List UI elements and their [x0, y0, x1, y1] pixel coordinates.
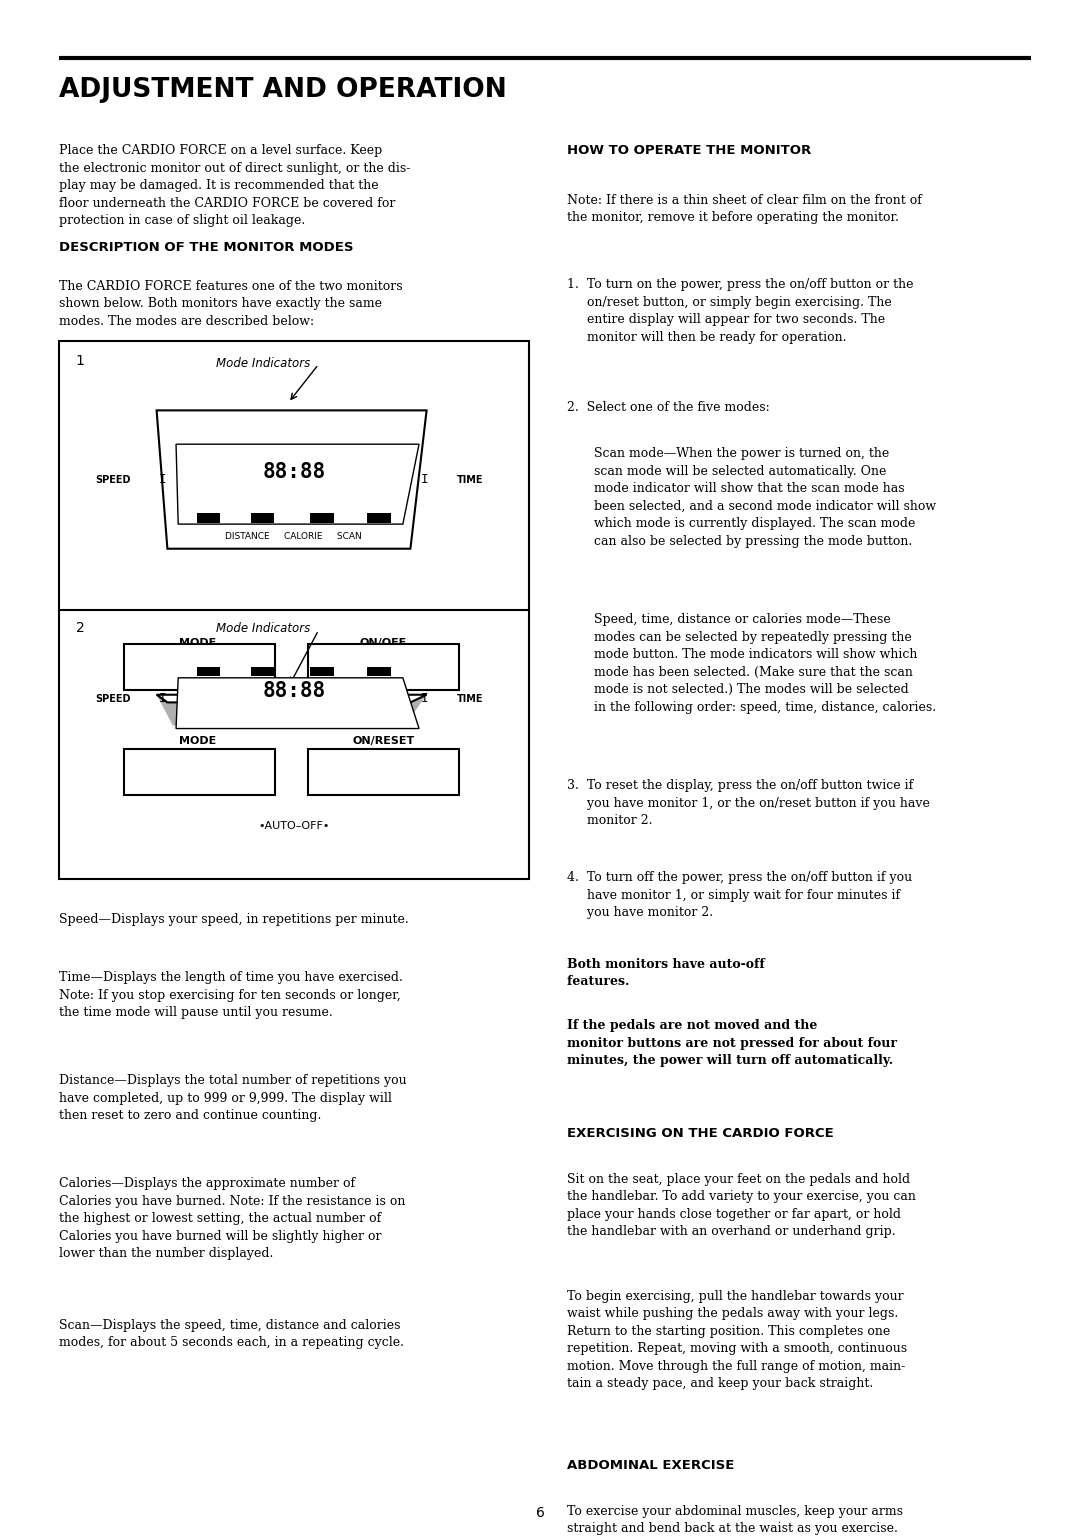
Text: 2.  Select one of the five modes:: 2. Select one of the five modes: [567, 401, 770, 413]
Text: DISTANCE     CALORIE     SCAN: DISTANCE CALORIE SCAN [226, 532, 362, 541]
Bar [367, 667, 391, 676]
Bar [197, 667, 220, 676]
Text: To exercise your abdominal muscles, keep your arms
straight and bend back at the: To exercise your abdominal muscles, keep… [567, 1505, 903, 1537]
Text: Both monitors have auto-off
features.: Both monitors have auto-off features. [567, 958, 765, 988]
Text: ABDOMINAL EXERCISE: ABDOMINAL EXERCISE [567, 1459, 734, 1471]
Polygon shape [157, 410, 427, 549]
Bar [308, 644, 459, 690]
Bar [251, 513, 274, 523]
Text: ON/OFF: ON/OFF [360, 638, 407, 649]
Text: The CARDIO FORCE features one of the two monitors
shown below. Both monitors hav: The CARDIO FORCE features one of the two… [59, 280, 403, 327]
Bar [308, 749, 459, 795]
Text: 3.  To reset the display, press the on/off button twice if
     you have monitor: 3. To reset the display, press the on/of… [567, 779, 930, 827]
Text: DESCRIPTION OF THE MONITOR MODES: DESCRIPTION OF THE MONITOR MODES [59, 241, 354, 254]
Text: EXERCISING ON THE CARDIO FORCE: EXERCISING ON THE CARDIO FORCE [567, 1127, 834, 1139]
Text: I: I [421, 473, 428, 486]
Text: Time—Displays the length of time you have exercised.
Note: If you stop exercisin: Time—Displays the length of time you hav… [59, 971, 403, 1019]
Text: 6: 6 [536, 1506, 544, 1520]
Text: MODE: MODE [179, 638, 216, 649]
Text: SPEED: SPEED [96, 475, 131, 484]
Text: Distance—Displays the total number of repetitions you
have completed, up to 999 : Distance—Displays the total number of re… [59, 1074, 407, 1122]
Text: 1: 1 [76, 354, 84, 367]
Text: 1.  To turn on the power, press the on/off button or the
     on/reset button, o: 1. To turn on the power, press the on/of… [567, 278, 914, 344]
Bar [310, 513, 334, 523]
Text: I: I [159, 692, 165, 705]
Text: 88:88: 88:88 [262, 681, 325, 701]
Bar [59, 341, 529, 879]
Text: To begin exercising, pull the handlebar towards your
waist while pushing the ped: To begin exercising, pull the handlebar … [567, 1290, 907, 1389]
Bar [367, 513, 391, 523]
Bar [310, 667, 334, 676]
Text: •AUTO–OFF•: •AUTO–OFF• [258, 821, 329, 832]
Text: 88:88: 88:88 [262, 461, 325, 483]
Text: ON/RESET: ON/RESET [352, 736, 415, 747]
Text: Speed, time, distance or calories mode—These
modes can be selected by repeatedly: Speed, time, distance or calories mode—T… [594, 613, 936, 713]
Bar [197, 513, 220, 523]
Polygon shape [157, 695, 427, 702]
Text: Scan mode—When the power is turned on, the
scan mode will be selected automatica: Scan mode—When the power is turned on, t… [594, 447, 936, 547]
Text: Mode Indicators: Mode Indicators [216, 357, 310, 369]
Text: I: I [421, 692, 428, 705]
Text: I: I [159, 473, 165, 486]
Polygon shape [157, 410, 427, 441]
Text: If the pedals are not moved and the
monitor buttons are not pressed for about fo: If the pedals are not moved and the moni… [567, 1019, 897, 1067]
Text: TIME: TIME [457, 693, 483, 704]
Polygon shape [176, 678, 419, 729]
Polygon shape [176, 444, 419, 524]
Bar [124, 749, 275, 795]
Text: Sit on the seat, place your feet on the pedals and hold
the handlebar. To add va: Sit on the seat, place your feet on the … [567, 1173, 916, 1239]
Text: Calories—Displays the approximate number of
Calories you have burned. Note: If t: Calories—Displays the approximate number… [59, 1177, 406, 1260]
Text: DISTANCE     CALORIE     SCAN: DISTANCE CALORIE SCAN [226, 686, 362, 695]
Text: Scan—Displays the speed, time, distance and calories
modes, for about 5 seconds : Scan—Displays the speed, time, distance … [59, 1319, 404, 1349]
Text: Speed—Displays your speed, in repetitions per minute.: Speed—Displays your speed, in repetition… [59, 913, 409, 925]
Text: ADJUSTMENT AND OPERATION: ADJUSTMENT AND OPERATION [59, 77, 508, 103]
Text: Place the CARDIO FORCE on a level surface. Keep
the electronic monitor out of di: Place the CARDIO FORCE on a level surfac… [59, 144, 410, 227]
Polygon shape [157, 695, 427, 725]
Text: Mode Indicators: Mode Indicators [216, 622, 310, 635]
Text: HOW TO OPERATE THE MONITOR: HOW TO OPERATE THE MONITOR [567, 144, 811, 157]
Text: SPEED: SPEED [96, 693, 131, 704]
Bar [124, 644, 275, 690]
Text: MODE: MODE [179, 736, 216, 747]
Bar [251, 667, 274, 676]
Text: TIME: TIME [457, 475, 483, 484]
Text: 4.  To turn off the power, press the on/off button if you
     have monitor 1, o: 4. To turn off the power, press the on/o… [567, 871, 913, 919]
Text: 2: 2 [76, 621, 84, 635]
Text: Note: If there is a thin sheet of clear film on the front of
the monitor, remove: Note: If there is a thin sheet of clear … [567, 194, 922, 224]
